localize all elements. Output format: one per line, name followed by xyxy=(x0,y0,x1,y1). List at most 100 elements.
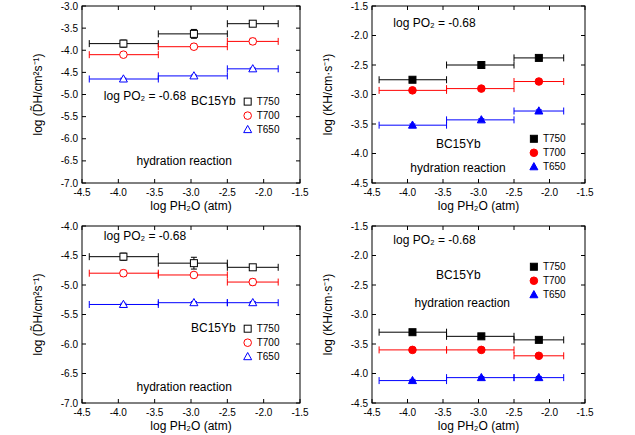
point xyxy=(535,107,543,114)
x-tick-top xyxy=(585,6,586,10)
x-tick-label: -1.5 xyxy=(576,407,594,418)
y-tick-label: -4.5 xyxy=(351,178,369,189)
point xyxy=(409,346,417,354)
y-tick-label: -1.5 xyxy=(351,221,369,232)
x-range-bar xyxy=(514,54,564,61)
point xyxy=(190,271,198,279)
x-tick-top xyxy=(118,6,119,10)
x-tick xyxy=(154,399,155,403)
x-tick-label: -4.5 xyxy=(363,407,381,418)
x-tick xyxy=(227,179,228,183)
x-tick xyxy=(514,179,515,183)
y-axis-label: log (D̃H/cm²s⁻¹) xyxy=(30,274,45,356)
x-range-bar xyxy=(447,374,514,381)
data-group xyxy=(89,20,278,82)
x-axis-label: log PH₂O (atm) xyxy=(150,199,231,213)
point xyxy=(120,51,128,59)
y-tick-label: -2.0 xyxy=(351,30,369,41)
point xyxy=(409,329,416,336)
x-range-bar xyxy=(158,271,227,278)
y-tick-label: -4.0 xyxy=(61,45,79,56)
x-tick-top xyxy=(263,226,264,230)
x-tick xyxy=(263,399,264,403)
y-tick xyxy=(372,226,376,227)
y-tick xyxy=(372,285,376,286)
point xyxy=(119,75,127,82)
x-range-bar xyxy=(89,301,158,308)
annotation: hydration reaction xyxy=(415,296,510,310)
y-axis-label: log (D̃H/cm²s⁻¹) xyxy=(30,54,45,136)
x-range-bar xyxy=(379,76,446,83)
point xyxy=(190,299,198,306)
point xyxy=(477,116,485,123)
x-tick-label: -3.0 xyxy=(470,187,488,198)
x-axis-label: log PH₂O (atm) xyxy=(150,419,231,433)
y-tick-label: -4.5 xyxy=(61,67,79,78)
data-group xyxy=(89,253,278,308)
x-range-bar xyxy=(89,76,158,83)
legend-marker xyxy=(530,277,538,285)
x-tick-top xyxy=(443,6,444,10)
error-bar xyxy=(120,40,126,47)
y-tick-label: -4.0 xyxy=(61,221,79,232)
x-range-bar xyxy=(514,78,564,85)
x-tick-label: -4.0 xyxy=(399,407,417,418)
x-range-bar xyxy=(158,299,227,306)
point xyxy=(120,253,127,260)
x-tick-label: -1.5 xyxy=(291,407,309,418)
error-bar xyxy=(191,29,197,38)
x-tick xyxy=(407,399,408,403)
y-tick xyxy=(82,28,86,29)
x-range-bar xyxy=(514,336,564,343)
annotation: log PO₂ = -0.68 xyxy=(393,233,476,247)
x-range-bar xyxy=(227,20,278,27)
y-tick-right xyxy=(296,160,300,161)
point xyxy=(408,121,416,128)
x-tick-label: -3.0 xyxy=(182,187,200,198)
x-tick-top xyxy=(443,226,444,230)
annotation: hydration reaction xyxy=(410,161,505,175)
legend: T750T700T650 xyxy=(244,96,280,135)
x-tick-label: -2.0 xyxy=(255,187,273,198)
legend-marker xyxy=(244,112,252,120)
legend-label: T750 xyxy=(543,133,566,144)
y-axis-label: log (KH/cm·s⁻¹) xyxy=(321,54,335,135)
point xyxy=(249,264,256,271)
x-tick xyxy=(227,399,228,403)
error-bar xyxy=(120,253,126,260)
error-bar xyxy=(191,257,197,269)
y-tick-right xyxy=(581,153,585,154)
point xyxy=(409,87,417,95)
legend-label: T700 xyxy=(257,110,280,121)
y-tick-right xyxy=(581,183,585,184)
y-tick-label: -4.0 xyxy=(351,368,369,379)
x-range-bar xyxy=(158,30,227,37)
data-group xyxy=(379,54,564,128)
y-tick-right xyxy=(296,314,300,315)
y-tick-right xyxy=(296,373,300,374)
plot-frame xyxy=(372,226,585,403)
annotation: log PO₂ = -0.68 xyxy=(393,16,476,30)
y-tick-right xyxy=(581,65,585,66)
y-tick-right xyxy=(296,94,300,95)
plot-frame xyxy=(82,6,300,183)
annotation: BC15Yb xyxy=(436,137,481,151)
x-tick-label: -2.0 xyxy=(541,407,559,418)
legend-marker xyxy=(244,325,251,332)
y-tick-right xyxy=(581,344,585,345)
x-tick-label: -4.0 xyxy=(110,407,128,418)
legend-label: T700 xyxy=(257,337,280,348)
legend-label: T650 xyxy=(257,124,280,135)
legend-marker xyxy=(530,135,537,142)
plot-frame xyxy=(82,226,300,403)
x-tick-label: -3.5 xyxy=(434,187,452,198)
panel: -4.5-4.0-3.5-3.0-2.5-2.0-1.5-7.0-6.5-6.0… xyxy=(30,221,309,434)
x-tick-label: -2.5 xyxy=(505,187,523,198)
x-range-bar xyxy=(158,72,227,79)
x-range-bar xyxy=(158,260,227,267)
point xyxy=(120,40,127,47)
y-tick xyxy=(82,226,86,227)
y-tick-right xyxy=(296,255,300,256)
x-tick xyxy=(478,179,479,183)
x-range-bar xyxy=(514,374,564,381)
